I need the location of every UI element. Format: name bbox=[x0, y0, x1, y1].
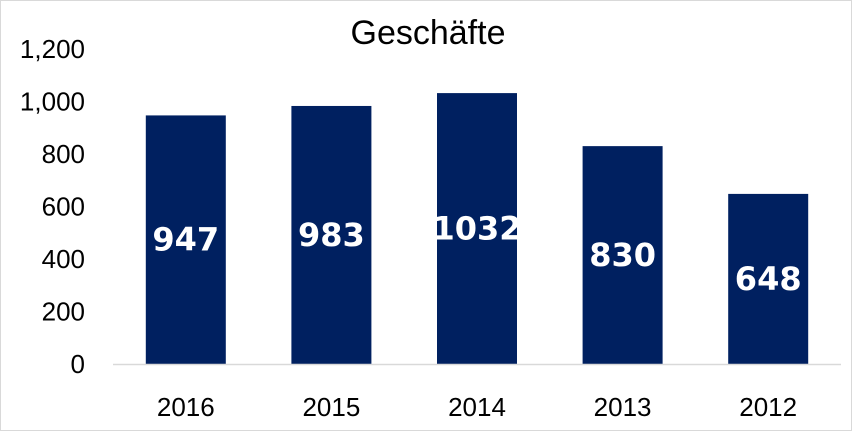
bar bbox=[728, 193, 809, 364]
bar bbox=[437, 93, 517, 364]
data-label: 947 bbox=[152, 221, 219, 259]
x-tick-label: 2016 bbox=[157, 392, 215, 422]
y-tick-label: 1,000 bbox=[20, 87, 85, 117]
bar bbox=[291, 105, 372, 365]
x-tick-label: 2014 bbox=[448, 392, 506, 422]
bar bbox=[582, 146, 663, 364]
x-axis: 2016 2015 2014 2013 2012 bbox=[157, 392, 797, 422]
y-tick-label: 0 bbox=[71, 349, 85, 379]
x-tick-label: 2012 bbox=[739, 392, 797, 422]
y-tick-label: 1,200 bbox=[20, 34, 85, 64]
data-label: 1032 bbox=[432, 210, 521, 248]
x-tick-label: 2015 bbox=[302, 392, 360, 422]
y-axis: 0 200 400 600 800 1,000 1,200 bbox=[20, 34, 85, 379]
chart-title: Geschäfte bbox=[351, 14, 506, 52]
data-label: 983 bbox=[298, 216, 365, 254]
data-labels: 947 983 1032 830 648 bbox=[152, 210, 801, 298]
bar-series bbox=[145, 93, 809, 365]
data-label: 648 bbox=[735, 260, 802, 298]
y-tick-label: 200 bbox=[42, 297, 85, 327]
y-tick-label: 600 bbox=[42, 192, 85, 222]
y-tick-label: 400 bbox=[42, 244, 85, 274]
y-tick-label: 800 bbox=[42, 139, 85, 169]
bar bbox=[145, 115, 226, 364]
x-tick-label: 2013 bbox=[594, 392, 652, 422]
data-label: 830 bbox=[589, 236, 656, 274]
